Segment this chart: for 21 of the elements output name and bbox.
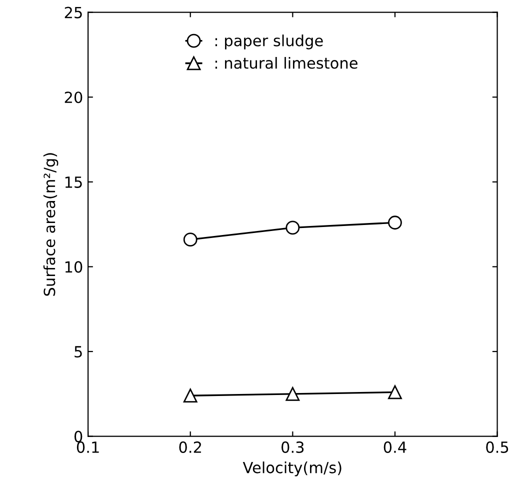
point <box>388 385 402 400</box>
y-tick-label: 0 <box>74 430 82 442</box>
point <box>388 216 402 230</box>
x-tick-label: 0.1 <box>76 441 99 453</box>
y-axis-title: Surface area(m²/g) <box>43 153 58 296</box>
x-tick-label: 0.5 <box>486 441 508 453</box>
point <box>183 232 198 247</box>
y-tick-label: 20 <box>64 92 82 104</box>
legend-label: : paper sludge <box>215 34 323 50</box>
point <box>286 386 300 401</box>
x-tick-label: 0.2 <box>179 441 201 453</box>
legend-label: : natural limestone <box>215 56 358 69</box>
y-tick-label: 15 <box>65 176 82 188</box>
x-tick-label: 0.3 <box>282 441 304 453</box>
point <box>286 220 300 235</box>
y-tick-label: 10 <box>65 261 82 273</box>
y-tick-label: 5 <box>74 346 82 358</box>
x-axis-title: Velocity(m/s) <box>242 462 342 476</box>
point <box>183 388 198 403</box>
y-tick-label: 25 <box>64 6 82 18</box>
x-tick-label: 0.4 <box>384 441 406 453</box>
